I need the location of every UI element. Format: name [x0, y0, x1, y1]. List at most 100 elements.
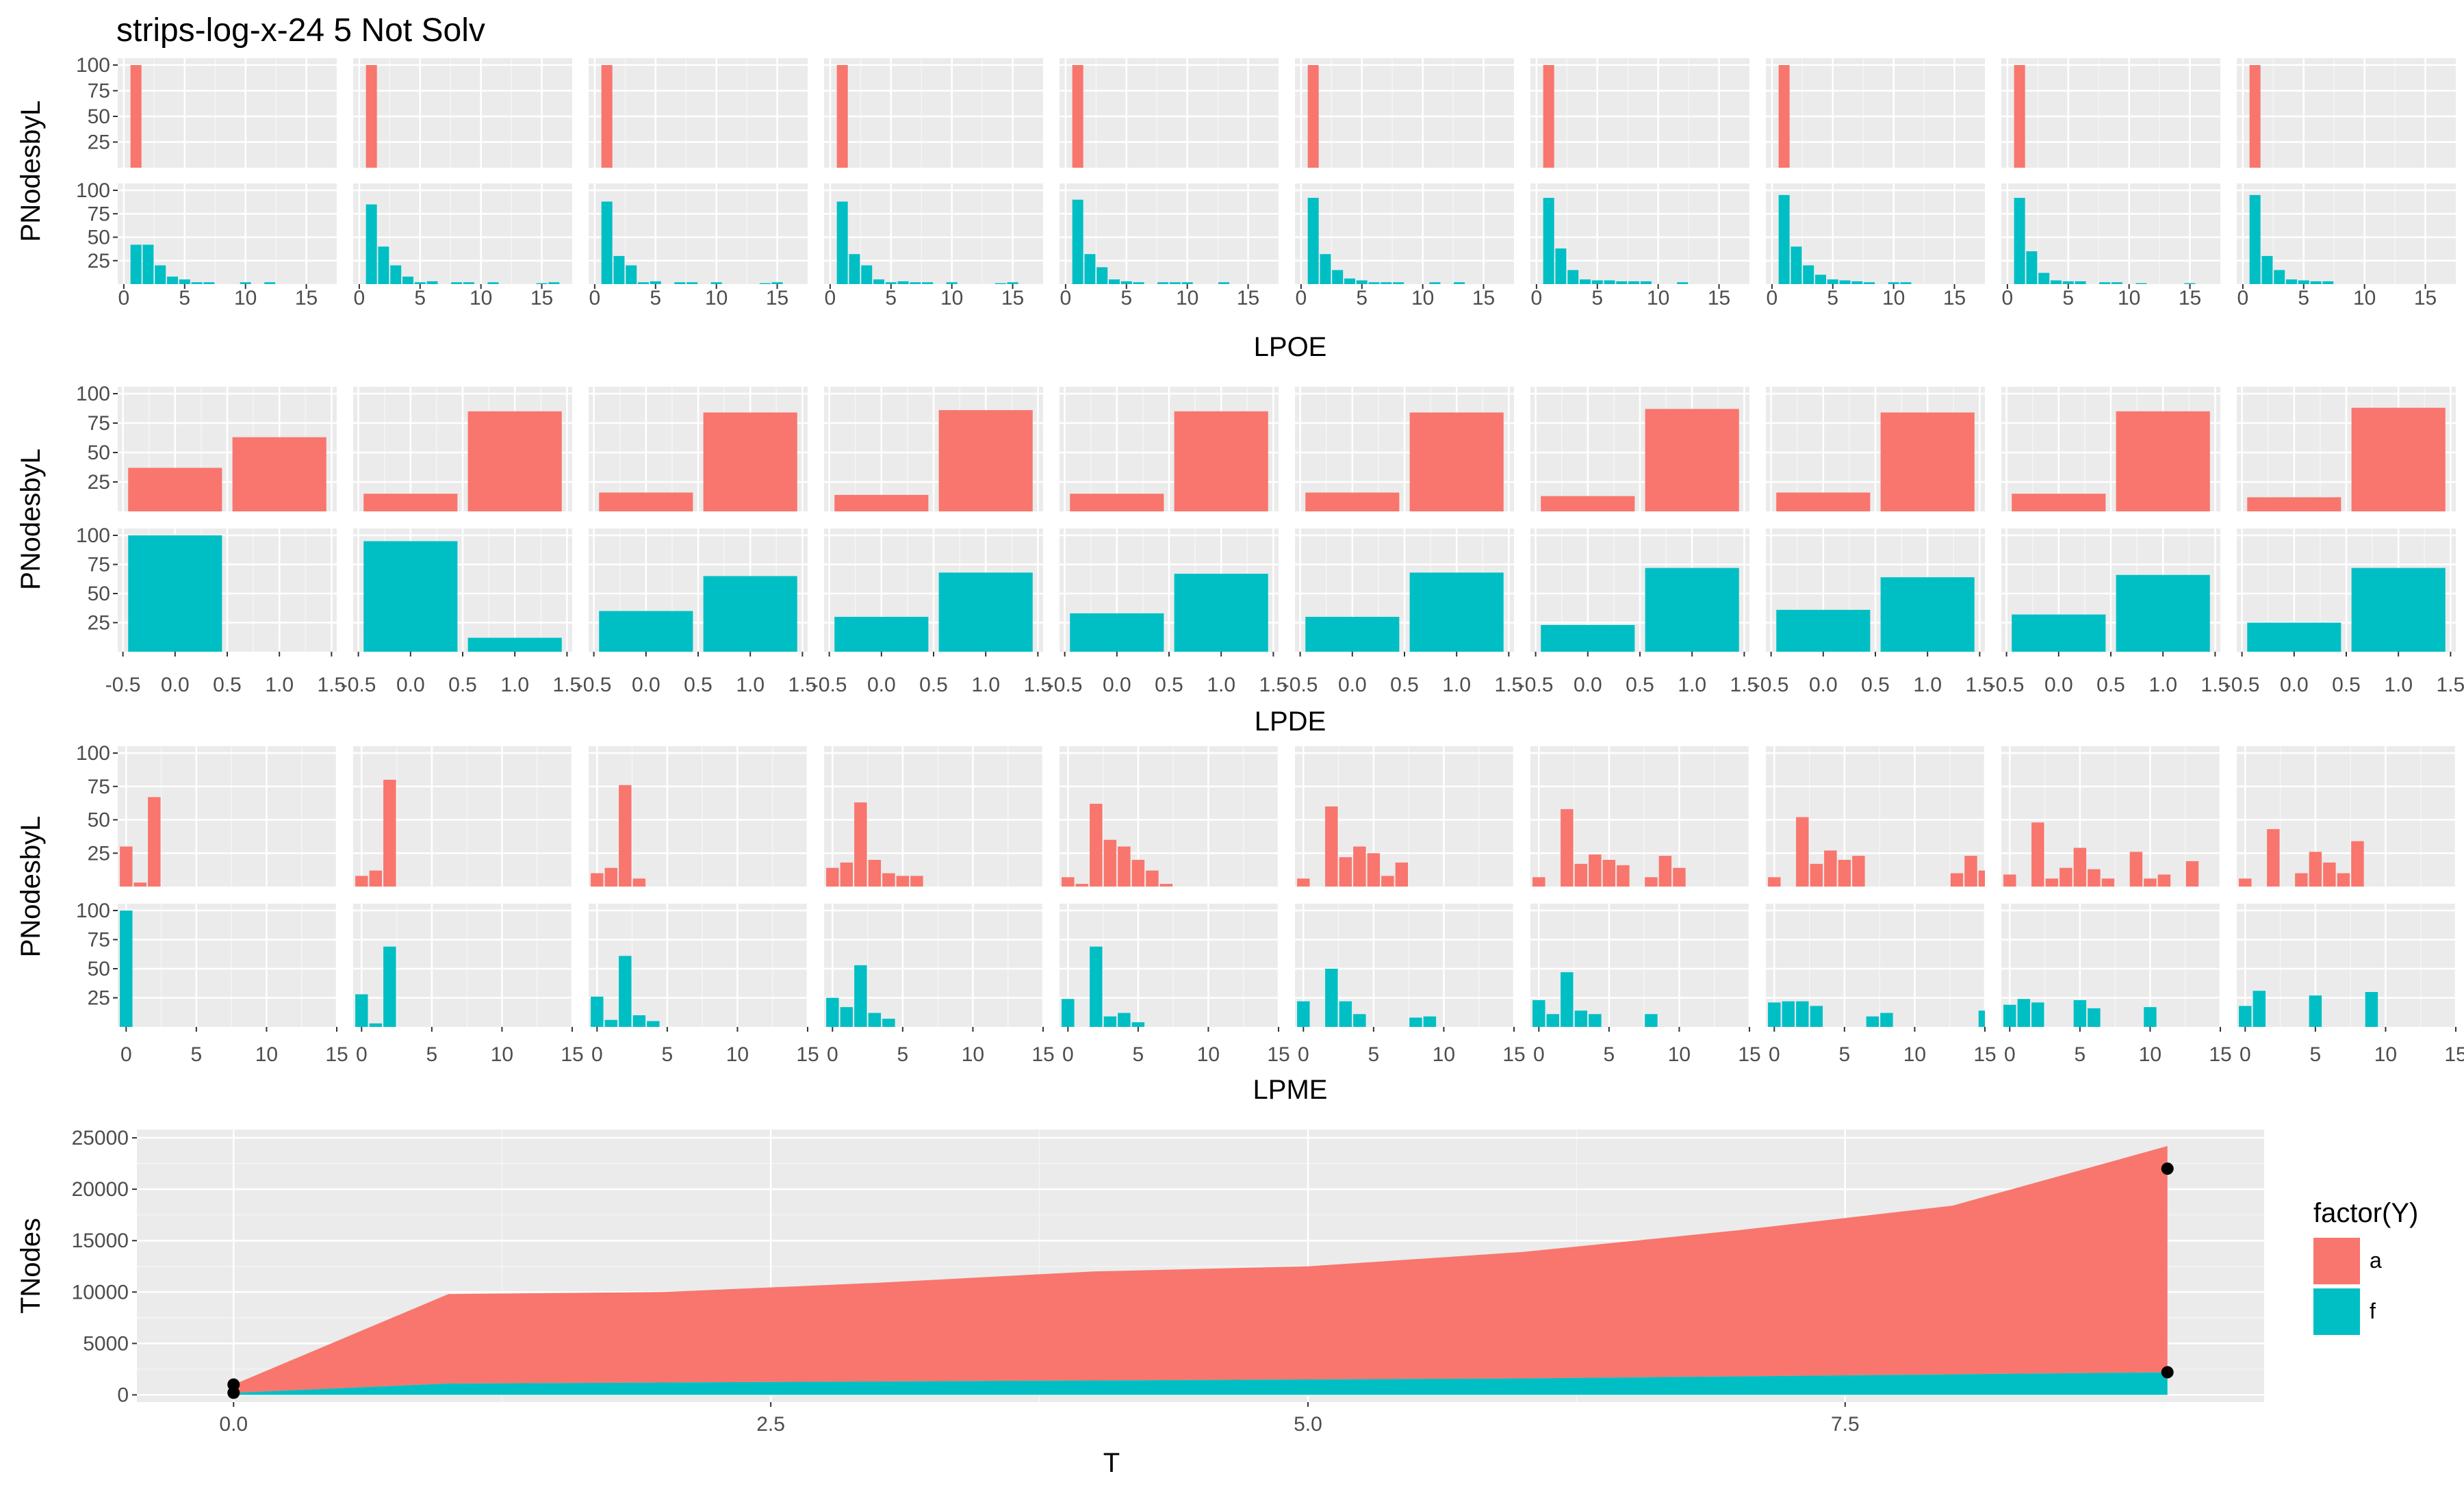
x-tick-label: 0	[354, 287, 365, 309]
bar-a	[2247, 497, 2341, 511]
bar-a	[836, 65, 848, 168]
y-axis-title: PNodesbyL	[16, 101, 46, 242]
y-tick-label: 50	[88, 227, 110, 249]
bar-f	[2026, 251, 2038, 284]
bar-a	[1776, 492, 1871, 511]
bar-a	[1307, 65, 1319, 168]
area-series-f	[233, 1372, 2168, 1395]
bar-a	[1561, 809, 1574, 887]
bar-f	[1133, 282, 1144, 284]
x-tick-label: 0.0	[632, 674, 660, 696]
bar-a	[148, 797, 161, 887]
bar-f	[1803, 265, 1814, 284]
x-tick-label: 0	[120, 1043, 132, 1066]
x-tick-label: 15	[530, 287, 553, 309]
bar-f	[2017, 999, 2031, 1027]
data-point	[227, 1386, 240, 1399]
x-tick-label: 5	[1368, 1043, 1380, 1066]
bar-a	[1543, 65, 1554, 168]
x-tick-label: 15	[2209, 1043, 2231, 1066]
x-tick-label: 15	[325, 1043, 348, 1066]
bar-f	[264, 282, 276, 284]
bar-f	[536, 283, 548, 284]
bar-f	[167, 277, 178, 284]
bar-f	[2298, 280, 2309, 284]
x-tick-label: 0	[2240, 1043, 2251, 1066]
bar-f	[191, 282, 203, 284]
x-tick-label: 5	[662, 1043, 673, 1066]
bar-f	[2322, 281, 2334, 284]
bar-f	[2099, 282, 2111, 284]
bar-a	[826, 867, 839, 887]
x-tick-label: 0.5	[448, 674, 477, 696]
y-tick-label: 50	[88, 583, 110, 605]
y-tick-label: 25	[88, 471, 110, 494]
y-axis-title: PNodesbyL	[16, 448, 46, 590]
bar-f	[1096, 267, 1108, 284]
x-tick-label: 5	[885, 287, 897, 309]
x-tick-label: 0	[1060, 287, 1072, 309]
bar-f	[2310, 281, 2322, 284]
x-tick-label: 10	[1668, 1043, 1691, 1066]
bar-f	[130, 244, 142, 284]
bar-f	[1181, 282, 1193, 284]
x-tick-label: 5	[1827, 287, 1838, 309]
x-tick-label: 0.5	[2096, 674, 2125, 696]
bar-f	[1543, 197, 1554, 284]
bar-a	[1602, 860, 1616, 887]
y-tick-label: 50	[88, 809, 110, 832]
legend: factor(Y) a f	[2313, 1198, 2418, 1335]
bar-f	[1628, 281, 1640, 284]
y-tick-label: 50	[88, 442, 110, 464]
y-tick-label: 75	[88, 203, 110, 225]
x-tick-label: 0	[589, 287, 601, 309]
bar-a	[1617, 865, 1630, 887]
bar-f	[1864, 282, 1875, 284]
x-tick-label: 1.5	[1259, 674, 1288, 696]
x-tick-label: 0	[825, 287, 836, 309]
bar-a	[1768, 877, 1781, 887]
bar-a	[1778, 65, 1790, 168]
y-tick-label: 75	[88, 412, 110, 435]
x-tick-label: 0	[1298, 1043, 1309, 1066]
x-tick-label: 5	[1133, 1043, 1144, 1066]
bar-f	[1062, 999, 1075, 1027]
x-tick-label: 10	[1882, 287, 1905, 309]
bar-a	[1131, 860, 1145, 887]
bar-f	[591, 996, 604, 1027]
bar-a	[1964, 856, 1977, 887]
bar-a	[1146, 870, 1159, 887]
bar-a	[840, 862, 854, 887]
bar-a	[2059, 867, 2072, 887]
bar-a	[1367, 853, 1381, 887]
x-tick-label: 10	[2118, 287, 2140, 309]
bar-f	[834, 617, 929, 652]
bar-f	[1131, 1022, 1145, 1027]
y-tick-label: 75	[88, 80, 110, 103]
bar-a	[1838, 860, 1851, 887]
bar-f	[2088, 1008, 2101, 1027]
bar-f	[451, 282, 463, 284]
x-tick-label: 5	[1120, 287, 1132, 309]
chart-title: strips-log-x-24 5 Not Solv	[116, 12, 485, 49]
x-tick-label: 15	[796, 1043, 819, 1066]
x-tick-label: 15	[1973, 1043, 1996, 1066]
bar-f	[2062, 281, 2074, 284]
bar-a	[938, 410, 1033, 511]
bar-a	[2323, 862, 2336, 887]
y-tick-label: 100	[76, 900, 110, 922]
bar-a	[369, 870, 383, 887]
bar-a	[1409, 412, 1504, 511]
panel-background	[1530, 58, 1749, 168]
bar-f	[2144, 1007, 2157, 1027]
x-tick-label: 5	[650, 287, 661, 309]
bar-f	[1604, 280, 1615, 284]
bar-f	[1174, 574, 1268, 652]
bar-f	[613, 255, 625, 284]
x-tick-label: 5	[1356, 287, 1368, 309]
bar-a	[632, 878, 646, 887]
bar-f	[1072, 199, 1083, 284]
bar-f	[1677, 282, 1689, 284]
bar-f	[873, 279, 884, 284]
